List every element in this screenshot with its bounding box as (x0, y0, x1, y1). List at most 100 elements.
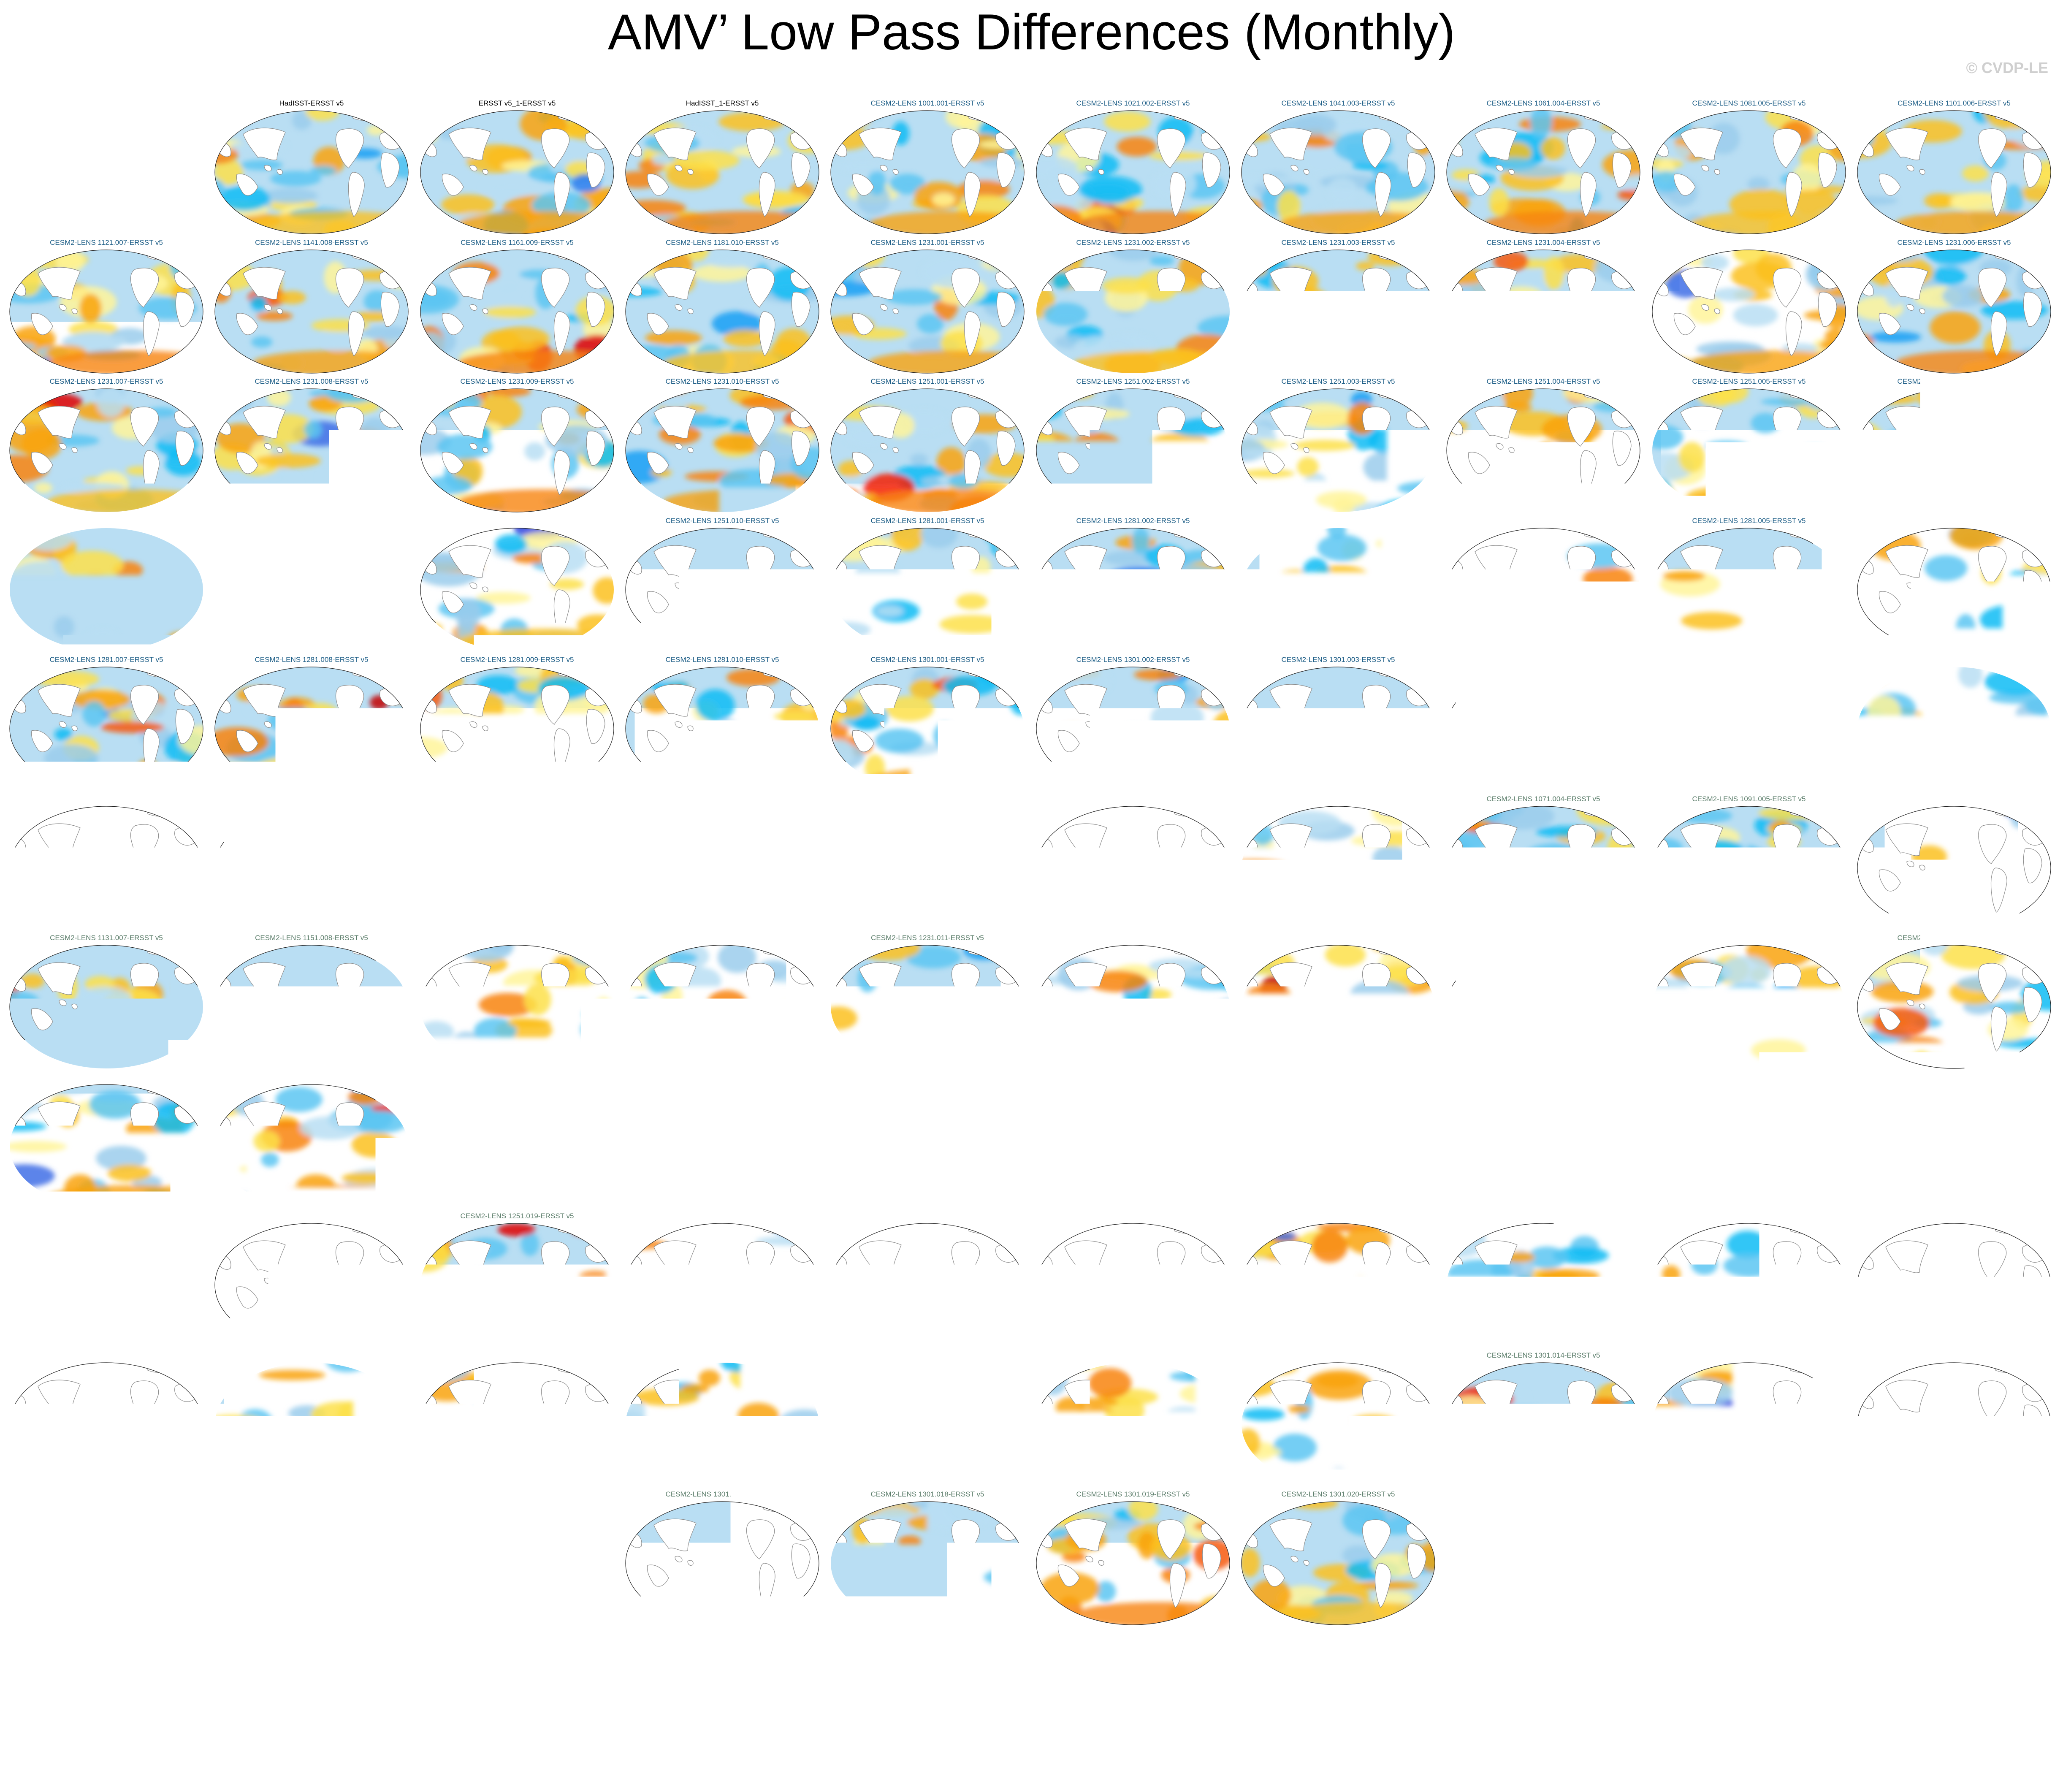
land-mass (1174, 530, 1204, 538)
land-mass (1585, 669, 1614, 677)
anomaly-patch (474, 1172, 532, 1183)
map-panel: CESM2-LENS 1231.017-ERSST v5 (7, 1072, 206, 1211)
panel-title: CESM2-LENS 1251.010-ERSST v5 (623, 515, 821, 526)
panel-title: CESM2-LENS 1251.012-ERSST v5 (1034, 1072, 1232, 1083)
anomaly-patch (361, 1223, 388, 1242)
map-panel: CESM2-LENS 1301.013-ERSST v5 (1239, 1350, 1437, 1489)
anomaly-patch (77, 860, 94, 882)
anomaly-patch (1541, 137, 1565, 160)
anomaly-patch (792, 248, 820, 267)
anomaly-patch (1505, 323, 1534, 350)
anomaly-patch (1240, 805, 1257, 816)
colorbar-tick-label: 4 (1673, 1707, 1691, 1744)
anomaly-patch (1703, 1034, 1740, 1043)
anomaly-patch (797, 943, 820, 963)
map-panel: CESM2-LENS 1121.007-ERSST v5 (7, 237, 206, 377)
anomaly-patch (89, 1240, 106, 1261)
land-mass (1585, 112, 1614, 121)
anomaly-patch (172, 1455, 204, 1466)
land-mass (558, 390, 588, 399)
map-panel: CESM2-LENS 1281.005-ERSST v5 (1650, 515, 1848, 655)
anomaly-patch (1240, 847, 1283, 866)
anomaly-patch (173, 1467, 204, 1488)
anomaly-patch (251, 336, 272, 347)
anomaly-patch (214, 923, 239, 931)
panel-title: CESM2-LENS 1251.013-ERSST v5 (1239, 1072, 1437, 1083)
map-plot (830, 1222, 1025, 1348)
anomaly-patch (1875, 1179, 1893, 1196)
land-mass (1585, 1086, 1614, 1095)
colorbar-box (512, 1670, 577, 1703)
anomaly-patch (317, 1424, 344, 1450)
land-mass (148, 390, 177, 399)
panel-title: CESM2-LENS 1161.009-ERSST v5 (418, 237, 616, 248)
anomaly-patch (278, 291, 306, 304)
map-panel: CESM2-LENS 1231.009-ERSST v5 (418, 376, 616, 515)
map-plot (214, 665, 409, 792)
map-panel: CESM2-LENS 1231.004-ERSST v5 (1444, 237, 1643, 377)
anomaly-patch (1136, 1255, 1153, 1269)
anomaly-patch (830, 1500, 867, 1512)
anomaly-patch (1189, 1083, 1229, 1100)
anomaly-patch (1651, 638, 1664, 653)
anomaly-patch (1445, 943, 1483, 958)
land-mass (1380, 112, 1409, 121)
anomaly-patch (290, 612, 312, 624)
map-panel: CESM2-LENS 1301.008-ERSST v5 (212, 794, 411, 933)
panel-title: CESM2-LENS 1231.018-ERSST v5 (212, 1072, 411, 1083)
anomaly-patch (1403, 665, 1436, 684)
anomaly-patch (1418, 1177, 1435, 1209)
anomaly-patch (419, 1471, 429, 1488)
map-plot (1240, 943, 1436, 1070)
panel-title: CESM2-LENS 1281.011-ERSST v5 (828, 1211, 1027, 1222)
land-mass (1380, 1364, 1409, 1373)
map-plot (214, 1083, 409, 1209)
anomaly-patch (664, 387, 687, 395)
anomaly-patch (1336, 1138, 1399, 1152)
panel-title: CESM2-LENS 1231.007-ERSST v5 (7, 376, 206, 387)
anomaly-patch (1664, 1052, 1681, 1068)
land-mass (1174, 390, 1204, 399)
land-mass (1585, 1225, 1614, 1234)
panel-title: CESM2-LENS 1071.004-ERSST v5 (1444, 794, 1643, 805)
map-panel: HadISST_1-ERSST v5 (623, 98, 821, 237)
land-mass (353, 947, 382, 955)
map-plot (1651, 943, 1847, 1070)
anomaly-patch (120, 1281, 142, 1295)
anomaly-patch (1404, 526, 1429, 542)
anomaly-patch (1318, 534, 1367, 561)
anomaly-patch (1608, 493, 1641, 506)
map-plot (214, 805, 409, 931)
map-plot (1240, 1083, 1436, 1209)
anomaly-patch (2006, 806, 2052, 821)
anomaly-patch (1890, 618, 1955, 627)
anomaly-patch (775, 109, 815, 123)
map-panel: CESM2-LENS 1061.004-ERSST v5 (1444, 98, 1643, 237)
anomaly-patch (709, 257, 752, 268)
anomaly-patch (1240, 1361, 1276, 1381)
colorbar-box (1227, 1670, 1292, 1703)
map-plot (419, 1083, 615, 1209)
anomaly-patch (1612, 774, 1630, 792)
anomaly-patch (498, 1223, 536, 1236)
map-panel: CESM2-LENS 1231.010-ERSST v5 (623, 376, 821, 515)
colorbar-box (1292, 1670, 1357, 1703)
anomaly-patch (989, 1500, 1018, 1513)
panel-title: CESM2-LENS 1231.008-ERSST v5 (212, 376, 411, 387)
anomaly-patch (875, 729, 924, 753)
land-mass (558, 1086, 588, 1095)
panel-title: CESM2-LENS 1251.015-ERSST v5 (1650, 1072, 1848, 1083)
anomaly-patch (79, 294, 101, 323)
land-mass (148, 947, 177, 955)
anomaly-patch (1753, 1426, 1778, 1456)
anomaly-patch (78, 987, 132, 1011)
anomaly-patch (599, 943, 615, 967)
colorbar-box (447, 1670, 512, 1703)
anomaly-patch (419, 1043, 435, 1065)
map-panel: CESM2-LENS 1071.004-ERSST v5 (1444, 794, 1643, 933)
map-panel: CESM2-LENS 1281.009-ERSST v5 (418, 654, 616, 794)
map-panel: CESM2-LENS 1301.012-ERSST v5 (1034, 1350, 1232, 1489)
panel-title: CESM2-LENS 1251.006-ERSST v5 (1855, 376, 2053, 387)
land-mass (969, 669, 998, 677)
land-mass (1585, 1364, 1614, 1373)
